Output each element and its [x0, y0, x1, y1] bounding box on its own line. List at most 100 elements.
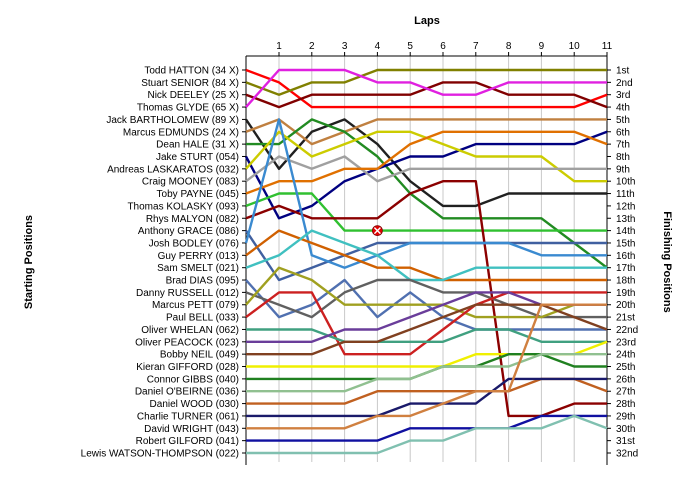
x-tick-label-8: 8	[506, 41, 512, 52]
series-line-start-12	[245, 192, 607, 232]
series-line-start-32	[246, 414, 608, 455]
y-axis-title-left: Starting Positions	[23, 215, 35, 309]
series-line-start-11	[245, 130, 608, 195]
start-label-23: Oliver PEACOCK (023)	[135, 337, 239, 348]
x-tick-label-9: 9	[539, 41, 545, 52]
start-label-26: Connor GIBBS (040)	[147, 374, 239, 385]
finish-label-12: 12th	[616, 201, 635, 212]
x-tick-label-10: 10	[569, 41, 581, 52]
incident-marker-cross-0	[373, 227, 381, 235]
series-line-start-29	[246, 377, 607, 418]
start-label-6: Marcus EDMUNDS (24 X)	[123, 127, 239, 138]
x-tick-label-4: 4	[375, 41, 381, 52]
start-label-21: Paul BELL (033)	[166, 313, 239, 324]
finish-label-32: 32nd	[616, 449, 638, 460]
finish-label-26: 26th	[616, 374, 635, 385]
x-axis-title: Laps	[414, 15, 440, 27]
start-label-20: Marcus PETT (079)	[152, 300, 239, 311]
series-line-start-6	[245, 118, 607, 146]
series-line-start-20	[245, 266, 607, 319]
start-label-27: Daniel O'BEIRNE (036)	[135, 387, 239, 398]
series-line-start-16	[245, 229, 607, 282]
series-line-start-2	[245, 68, 607, 96]
series-line-start-19	[245, 278, 607, 319]
finish-label-14: 14th	[616, 226, 635, 237]
finish-label-19: 19th	[616, 288, 635, 299]
finish-label-21: 21st	[616, 313, 635, 324]
finish-label-22: 22nd	[616, 325, 638, 336]
series-line-start-17	[245, 229, 607, 282]
finish-label-30: 30th	[616, 424, 635, 435]
series-line-start-27	[246, 353, 607, 393]
series-line-start-31	[246, 414, 607, 442]
axis-labels: 1 2 3 4 5 6 7 8 9 10 11 Todd HATTON (34 X) 1st Stuart…	[81, 41, 639, 460]
series-line-start-10	[245, 155, 607, 183]
finish-label-7: 7th	[616, 140, 630, 151]
finish-label-11: 11th	[616, 189, 635, 200]
y-axis-title-right: Finishing Positions	[661, 211, 673, 312]
finish-label-28: 28th	[616, 399, 635, 410]
finish-label-27: 27th	[616, 387, 635, 398]
start-label-5: Jack BARTHOLOMEW (89 X)	[106, 115, 239, 126]
start-label-24: Bobby NEIL (049)	[160, 350, 239, 361]
finish-label-9: 9th	[616, 164, 630, 175]
start-label-14: Anthony GRACE (086)	[138, 226, 239, 237]
start-label-18: Brad DIAS (095)	[166, 276, 239, 287]
finish-label-23: 23rd	[616, 337, 636, 348]
series-line-start-4	[245, 68, 607, 108]
x-tick-label-6: 6	[440, 41, 446, 52]
finish-label-3: 3rd	[616, 90, 630, 101]
finish-label-10: 10th	[616, 177, 635, 188]
x-tick-label-2: 2	[309, 41, 315, 52]
finish-label-17: 17th	[616, 263, 635, 274]
start-label-12: Thomas KOLASKY (093)	[127, 201, 239, 212]
finish-label-24: 24th	[616, 350, 635, 361]
start-label-1: Todd HATTON (34 X)	[144, 66, 239, 77]
x-tick-label-1: 1	[276, 41, 282, 52]
finish-label-2: 2nd	[616, 78, 633, 89]
start-label-19: Danny RUSSELL (012)	[136, 288, 239, 299]
series-line-start-7	[246, 118, 608, 269]
finish-label-18: 18th	[616, 276, 635, 287]
series-line-start-13	[245, 179, 607, 418]
finish-label-31: 31st	[616, 436, 635, 447]
start-label-32: Lewis WATSON-THOMPSON (022)	[81, 449, 239, 460]
start-label-31: Robert GILFORD (041)	[136, 436, 239, 447]
series-line-start-24	[246, 303, 608, 356]
finish-label-5: 5th	[616, 115, 630, 126]
start-label-30: David WRIGHT (043)	[144, 424, 239, 435]
x-tick-label-7: 7	[473, 41, 479, 52]
start-label-13: Rhys MALYON (082)	[146, 214, 239, 225]
finish-label-29: 29th	[616, 411, 635, 422]
finish-label-6: 6th	[616, 127, 630, 138]
start-label-10: Craig MOONEY (083)	[142, 177, 239, 188]
finish-label-16: 16th	[616, 251, 635, 262]
series-line-start-5	[245, 118, 607, 208]
series-line-start-22	[246, 328, 607, 343]
axes	[242, 52, 611, 465]
start-label-11: Toby PAYNE (045)	[157, 189, 239, 200]
x-tick-label-11: 11	[602, 41, 613, 52]
finish-label-25: 25th	[616, 362, 635, 373]
finish-label-8: 8th	[616, 152, 630, 163]
finish-label-15: 15th	[616, 238, 635, 249]
start-label-4: Thomas GLYDE (65 X)	[137, 103, 239, 114]
start-label-3: Nick DEELEY (25 X)	[147, 90, 239, 101]
start-label-25: Kieran GIFFORD (028)	[136, 362, 239, 373]
start-label-29: Charlie TURNER (061)	[137, 411, 239, 422]
finish-label-20: 20th	[616, 300, 635, 311]
x-tick-label-5: 5	[407, 41, 413, 52]
start-label-8: Jake STURT (054)	[156, 152, 239, 163]
start-label-17: Sam SMELT (021)	[157, 263, 239, 274]
start-label-2: Stuart SENIOR (84 X)	[141, 78, 239, 89]
start-label-16: Guy PERRY (013)	[158, 251, 239, 262]
start-label-15: Josh BODLEY (076)	[149, 238, 239, 249]
finish-label-4: 4th	[616, 103, 630, 114]
series-line-start-8	[244, 130, 608, 220]
series-line-start-15	[244, 118, 607, 269]
finish-label-13: 13th	[616, 214, 635, 225]
series-line-start-30	[246, 303, 607, 430]
x-tick-label-3: 3	[342, 41, 348, 52]
start-label-9: Andreas LASKARATOS (032)	[107, 164, 239, 175]
